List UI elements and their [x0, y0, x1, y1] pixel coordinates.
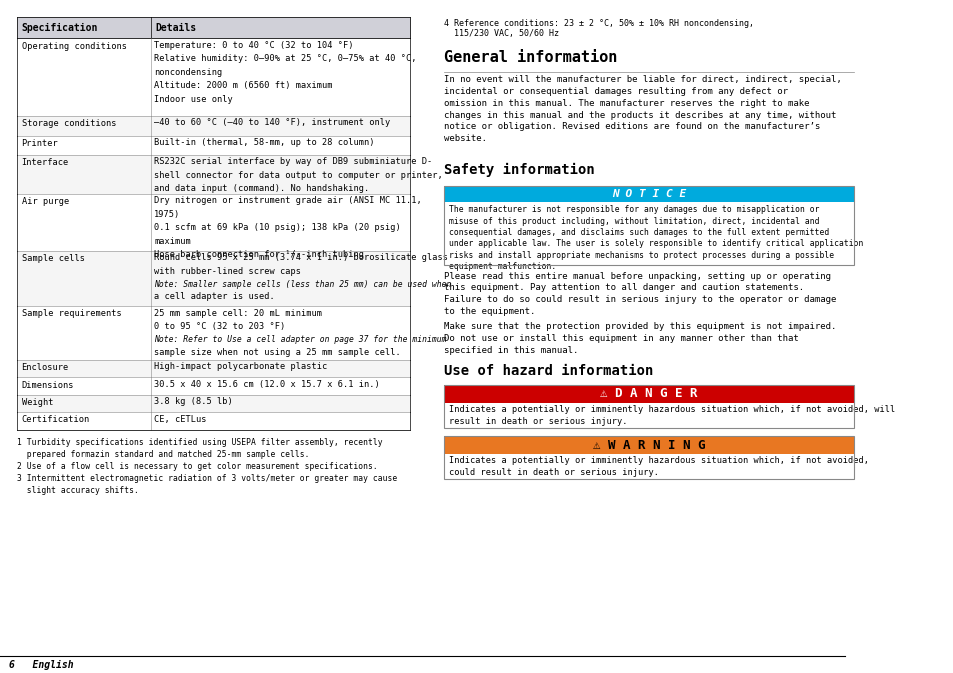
Text: sample size when not using a 25 mm sample cell.: sample size when not using a 25 mm sampl… [154, 347, 401, 357]
Text: Round cells 95 x 25 mm (3.74 x 1 in.) borosilicate glass: Round cells 95 x 25 mm (3.74 x 1 in.) bo… [154, 254, 448, 262]
Text: Air purge: Air purge [22, 197, 69, 206]
Text: ⚠ D A N G E R: ⚠ D A N G E R [599, 388, 698, 400]
Text: Dry nitrogen or instrument grade air (ANSI MC 11.1,: Dry nitrogen or instrument grade air (AN… [154, 197, 422, 205]
Text: 6   English: 6 English [9, 660, 73, 670]
Text: Sample requirements: Sample requirements [22, 310, 121, 318]
Text: Dimensions: Dimensions [22, 380, 74, 390]
Text: Storage conditions: Storage conditions [22, 119, 116, 128]
Text: Temperature: 0 to 40 °C (32 to 104 °F): Temperature: 0 to 40 °C (32 to 104 °F) [154, 41, 354, 50]
Text: a cell adapter is used.: a cell adapter is used. [154, 293, 274, 302]
Text: Specification: Specification [22, 23, 98, 33]
FancyBboxPatch shape [17, 17, 410, 38]
Text: ⚠ W A R N I N G: ⚠ W A R N I N G [592, 439, 704, 452]
Text: High-impact polycarbonate plastic: High-impact polycarbonate plastic [154, 362, 327, 371]
Text: 25 mm sample cell: 20 mL minimum: 25 mm sample cell: 20 mL minimum [154, 309, 322, 318]
Text: 2 Use of a flow cell is necessary to get color measurement specifications.: 2 Use of a flow cell is necessary to get… [17, 462, 377, 471]
Text: Sample cells: Sample cells [22, 254, 85, 263]
FancyBboxPatch shape [17, 136, 410, 155]
Text: Relative humidity: 0–90% at 25 °C, 0–75% at 40 °C,: Relative humidity: 0–90% at 25 °C, 0–75%… [154, 55, 416, 63]
Text: General information: General information [444, 50, 617, 65]
FancyBboxPatch shape [17, 412, 410, 429]
Text: N O T I C E: N O T I C E [612, 189, 685, 199]
Text: 1975): 1975) [154, 210, 180, 219]
Text: Indicates a potentially or imminently hazardous situation which, if not avoided,: Indicates a potentially or imminently ha… [448, 405, 894, 426]
FancyBboxPatch shape [17, 306, 410, 359]
Text: slight accuracy shifts.: slight accuracy shifts. [17, 486, 139, 495]
Text: 4 Reference conditions: 23 ± 2 °C, 50% ± 10% RH noncondensing,
  115/230 VAC, 50: 4 Reference conditions: 23 ± 2 °C, 50% ±… [444, 19, 754, 38]
Text: Details: Details [155, 23, 196, 33]
Text: CE, cETLus: CE, cETLus [154, 415, 207, 424]
Text: Operating conditions: Operating conditions [22, 42, 127, 50]
Text: 30.5 x 40 x 15.6 cm (12.0 x 15.7 x 6.1 in.): 30.5 x 40 x 15.6 cm (12.0 x 15.7 x 6.1 i… [154, 380, 379, 389]
Text: Note: Smaller sample cells (less than 25 mm) can be used when: Note: Smaller sample cells (less than 25… [154, 281, 452, 289]
FancyBboxPatch shape [17, 194, 410, 251]
Text: Certification: Certification [22, 415, 90, 425]
FancyBboxPatch shape [17, 116, 410, 136]
Text: In no event will the manufacturer be liable for direct, indirect, special,
incid: In no event will the manufacturer be lia… [444, 75, 841, 143]
Text: Indicates a potentially or imminently hazardous situation which, if not avoided,: Indicates a potentially or imminently ha… [448, 456, 867, 477]
Text: 3 Intermittent electromagnetic radiation of 3 volts/meter or greater may cause: 3 Intermittent electromagnetic radiation… [17, 474, 397, 483]
Text: Enclosure: Enclosure [22, 363, 69, 372]
Text: shell connector for data output to computer or printer,: shell connector for data output to compu… [154, 171, 443, 180]
Text: Safety information: Safety information [444, 163, 595, 177]
Text: 0 to 95 °C (32 to 203 °F): 0 to 95 °C (32 to 203 °F) [154, 322, 285, 331]
Text: Altitude: 2000 m (6560 ft) maximum: Altitude: 2000 m (6560 ft) maximum [154, 81, 333, 90]
FancyBboxPatch shape [17, 377, 410, 394]
Text: –40 to 60 °C (–40 to 140 °F), instrument only: –40 to 60 °C (–40 to 140 °F), instrument… [154, 118, 390, 127]
FancyBboxPatch shape [444, 454, 853, 479]
FancyBboxPatch shape [17, 394, 410, 412]
FancyBboxPatch shape [17, 251, 410, 306]
FancyBboxPatch shape [444, 203, 853, 265]
Text: 3.8 kg (8.5 lb): 3.8 kg (8.5 lb) [154, 397, 233, 406]
Text: The manufacturer is not responsible for any damages due to misapplication or
mis: The manufacturer is not responsible for … [448, 205, 862, 271]
Text: Use of hazard information: Use of hazard information [444, 363, 653, 378]
Text: prepared formazin standard and matched 25-mm sample cells.: prepared formazin standard and matched 2… [17, 450, 310, 459]
Text: Printer: Printer [22, 139, 58, 148]
FancyBboxPatch shape [444, 385, 853, 402]
FancyBboxPatch shape [444, 436, 853, 454]
Text: Please read this entire manual before unpacking, setting up or operating
this eq: Please read this entire manual before un… [444, 272, 836, 316]
Text: Indoor use only: Indoor use only [154, 95, 233, 104]
FancyBboxPatch shape [17, 155, 410, 194]
Text: and data input (command). No handshaking.: and data input (command). No handshaking… [154, 184, 369, 193]
Text: with rubber-lined screw caps: with rubber-lined screw caps [154, 267, 301, 276]
Text: 1 Turbidity specifications identified using USEPA filter assembly, recently: 1 Turbidity specifications identified us… [17, 437, 382, 447]
Text: RS232C serial interface by way of DB9 subminiature D-: RS232C serial interface by way of DB9 su… [154, 157, 433, 166]
Text: maximum: maximum [154, 237, 191, 246]
Text: 0.1 scfm at 69 kPa (10 psig); 138 kPa (20 psig): 0.1 scfm at 69 kPa (10 psig); 138 kPa (2… [154, 223, 401, 232]
Text: Hose barb connection for ¹/₈-inch tubing: Hose barb connection for ¹/₈-inch tubing [154, 250, 364, 259]
Text: noncondensing: noncondensing [154, 68, 222, 77]
FancyBboxPatch shape [17, 359, 410, 377]
Text: Built-in (thermal, 58-mm, up to 28 column): Built-in (thermal, 58-mm, up to 28 colum… [154, 139, 375, 147]
FancyBboxPatch shape [444, 186, 853, 203]
FancyBboxPatch shape [444, 402, 853, 428]
FancyBboxPatch shape [17, 38, 410, 116]
Text: Interface: Interface [22, 158, 69, 167]
Text: Make sure that the protection provided by this equipment is not impaired.
Do not: Make sure that the protection provided b… [444, 322, 836, 355]
Text: Note: Refer to Use a cell adapter on page 37 for the minimum: Note: Refer to Use a cell adapter on pag… [154, 335, 446, 345]
Text: Weight: Weight [22, 398, 53, 407]
